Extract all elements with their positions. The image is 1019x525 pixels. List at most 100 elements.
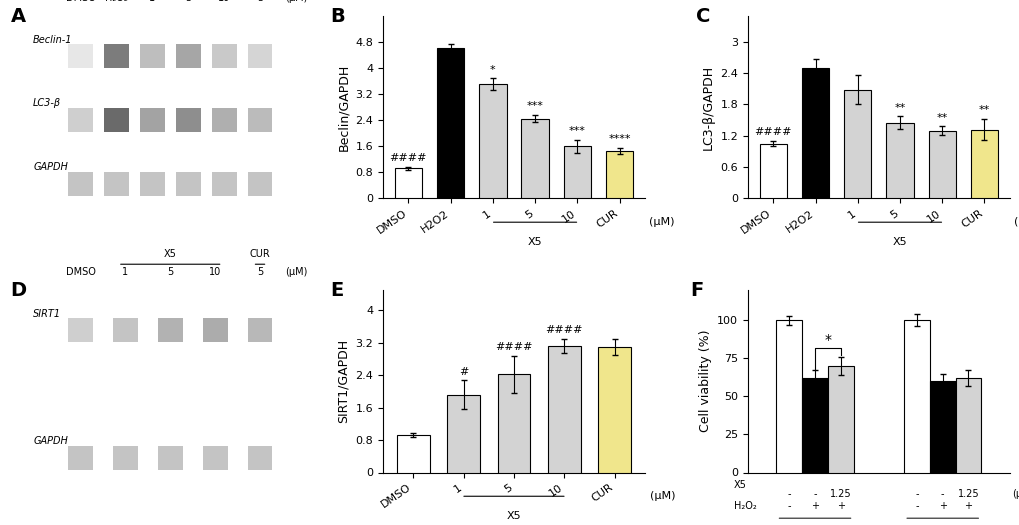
Bar xyxy=(827,366,853,472)
Y-axis label: LC3-β/GAPDH: LC3-β/GAPDH xyxy=(701,65,714,150)
Bar xyxy=(521,119,548,198)
Text: *: * xyxy=(823,333,830,347)
Text: ####: #### xyxy=(389,153,427,163)
Text: 1: 1 xyxy=(122,267,128,277)
Text: DMSO: DMSO xyxy=(65,0,96,3)
Bar xyxy=(248,318,272,342)
Bar xyxy=(68,318,93,342)
Bar xyxy=(203,318,227,342)
Text: D: D xyxy=(10,281,26,300)
Bar xyxy=(929,381,955,472)
Bar xyxy=(547,346,580,472)
Text: F: F xyxy=(690,281,703,300)
Text: -: - xyxy=(787,489,791,499)
Text: -: - xyxy=(914,489,918,499)
Text: 10: 10 xyxy=(209,267,221,277)
Bar xyxy=(564,146,590,198)
Bar xyxy=(605,151,633,198)
Bar xyxy=(436,48,464,198)
Text: GAPDH: GAPDH xyxy=(33,436,68,446)
Text: 1.25: 1.25 xyxy=(957,489,978,499)
Text: ****: **** xyxy=(607,134,630,144)
Bar xyxy=(68,446,93,470)
Text: 5: 5 xyxy=(184,0,192,3)
Text: B: B xyxy=(330,7,345,26)
Bar xyxy=(211,172,236,196)
Text: #: # xyxy=(459,366,468,376)
Text: ####: #### xyxy=(495,342,532,352)
Text: A: A xyxy=(10,7,25,26)
Bar xyxy=(248,44,272,68)
Bar xyxy=(104,172,128,196)
Text: *: * xyxy=(489,65,495,75)
Bar xyxy=(113,446,138,470)
Text: X5: X5 xyxy=(506,511,521,521)
Bar xyxy=(68,108,93,132)
Text: **: ** xyxy=(978,106,989,116)
Text: -: - xyxy=(941,489,944,499)
Bar xyxy=(158,318,182,342)
Bar xyxy=(203,446,227,470)
Bar xyxy=(175,44,201,68)
Bar xyxy=(970,130,998,198)
Text: Beclin-1: Beclin-1 xyxy=(33,35,72,45)
Text: ####: #### xyxy=(754,128,792,138)
Bar xyxy=(759,144,787,198)
Bar xyxy=(140,44,165,68)
Text: +: + xyxy=(836,501,844,511)
Text: H₂O₂: H₂O₂ xyxy=(734,501,756,511)
Text: 5: 5 xyxy=(167,267,173,277)
Bar xyxy=(598,346,631,472)
Text: CUR: CUR xyxy=(250,249,270,259)
Bar xyxy=(140,172,165,196)
Text: 10: 10 xyxy=(218,0,230,3)
Bar xyxy=(394,169,422,198)
Bar xyxy=(801,378,827,472)
Text: **: ** xyxy=(894,103,905,113)
Text: ***: *** xyxy=(526,101,543,111)
Text: C: C xyxy=(695,7,709,26)
Text: 5: 5 xyxy=(257,267,263,277)
Y-axis label: Beclin/GAPDH: Beclin/GAPDH xyxy=(336,64,350,151)
Text: X5: X5 xyxy=(527,237,542,247)
Bar xyxy=(248,108,272,132)
Text: 1: 1 xyxy=(149,0,155,3)
Bar xyxy=(140,108,165,132)
Text: X5: X5 xyxy=(892,237,907,247)
Text: SIRT1: SIRT1 xyxy=(33,309,61,319)
Text: DMSO: DMSO xyxy=(65,267,96,277)
Text: (μM): (μM) xyxy=(649,491,675,501)
Bar xyxy=(843,90,870,198)
Text: 1.25: 1.25 xyxy=(829,489,851,499)
Bar xyxy=(211,108,236,132)
Bar xyxy=(68,44,93,68)
Text: +: + xyxy=(810,501,818,511)
Text: +: + xyxy=(937,501,946,511)
Text: (μM): (μM) xyxy=(1013,217,1019,227)
Bar xyxy=(775,320,801,472)
Text: -: - xyxy=(787,501,791,511)
Bar xyxy=(248,446,272,470)
Y-axis label: Cell viability (%): Cell viability (%) xyxy=(698,330,711,433)
Text: ####: #### xyxy=(545,325,583,335)
Text: (μM): (μM) xyxy=(1012,489,1019,499)
Text: E: E xyxy=(330,281,343,300)
Text: LC3-β: LC3-β xyxy=(33,99,61,109)
Text: H₂O₂: H₂O₂ xyxy=(105,0,127,3)
Bar xyxy=(68,172,93,196)
Bar xyxy=(446,395,480,472)
Bar xyxy=(955,378,980,472)
Bar xyxy=(104,108,128,132)
Text: **: ** xyxy=(935,113,947,123)
Bar xyxy=(396,435,429,472)
Text: (μM): (μM) xyxy=(284,267,307,277)
Bar xyxy=(158,446,182,470)
Bar xyxy=(886,123,913,198)
Text: (μM): (μM) xyxy=(284,0,307,3)
Text: X5: X5 xyxy=(734,480,746,490)
Bar xyxy=(927,131,955,198)
Text: X5: X5 xyxy=(164,249,176,259)
Bar xyxy=(248,172,272,196)
Text: GAPDH: GAPDH xyxy=(33,162,68,172)
Bar xyxy=(175,108,201,132)
